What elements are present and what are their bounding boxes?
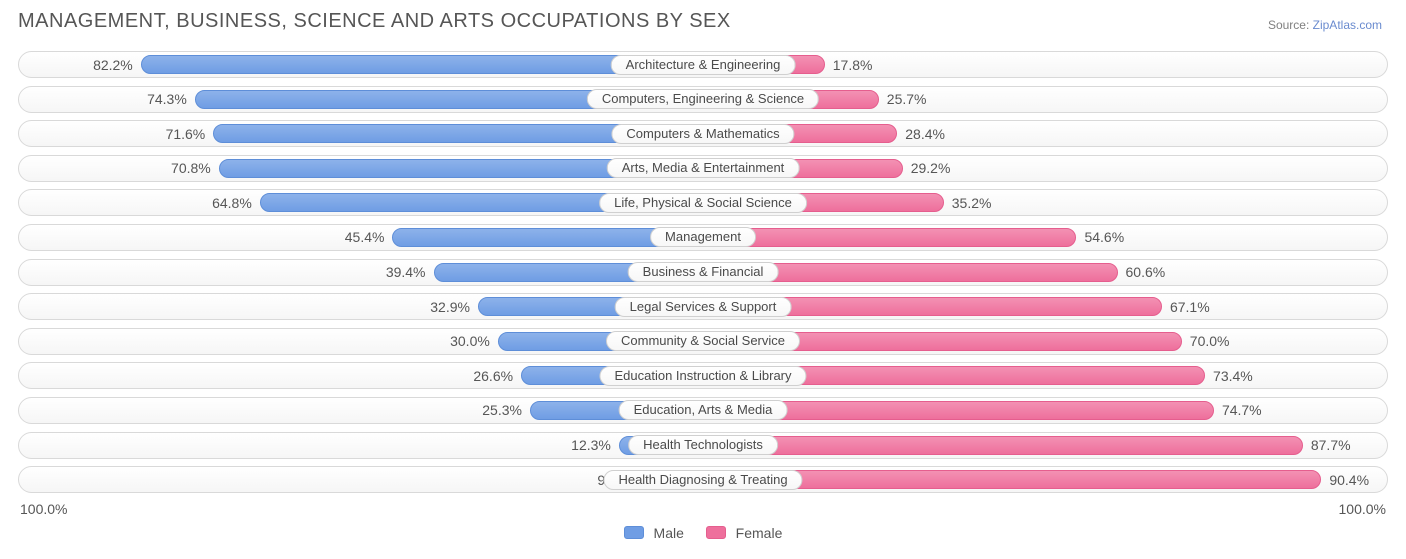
pct-male-label: 26.6%: [473, 368, 513, 384]
pct-female-label: 35.2%: [952, 195, 992, 211]
pct-male-label: 71.6%: [166, 126, 206, 142]
pct-male-label: 25.3%: [482, 402, 522, 418]
pct-male-label: 74.3%: [147, 91, 187, 107]
category-label: Education Instruction & Library: [599, 366, 806, 386]
category-label: Computers & Mathematics: [611, 124, 794, 144]
category-label: Health Technologists: [628, 435, 778, 455]
pct-female-label: 54.6%: [1084, 229, 1124, 245]
category-label: Management: [650, 227, 756, 247]
chart-row: 39.4% 60.6% Business & Financial: [18, 259, 1388, 286]
x-axis: 100.0% 100.0%: [18, 501, 1388, 523]
legend-swatch-male: [624, 526, 644, 539]
category-label: Arts, Media & Entertainment: [607, 158, 800, 178]
chart-row: 32.9% 67.1% Legal Services & Support: [18, 293, 1388, 320]
chart-row: 12.3% 87.7% Health Technologists: [18, 432, 1388, 459]
legend: Male Female: [18, 525, 1388, 541]
pct-male-label: 64.8%: [212, 195, 252, 211]
pct-female-label: 74.7%: [1222, 402, 1262, 418]
pct-male-label: 30.0%: [450, 333, 490, 349]
bar-female: [703, 228, 1076, 247]
pct-male-label: 82.2%: [93, 57, 133, 73]
category-label: Computers, Engineering & Science: [587, 89, 819, 109]
occupations-chart: 82.2% 17.8% Architecture & Engineering 74.3…: [18, 51, 1388, 493]
chart-row: 9.6%90.4%Health Diagnosing & Treating: [18, 466, 1388, 493]
pct-female-label: 25.7%: [887, 91, 927, 107]
pct-female-label: 87.7%: [1311, 437, 1351, 453]
category-label: Legal Services & Support: [615, 297, 792, 317]
pct-male-label: 12.3%: [571, 437, 611, 453]
page-title: MANAGEMENT, BUSINESS, SCIENCE AND ARTS O…: [18, 10, 1388, 33]
legend-label-female: Female: [736, 525, 783, 541]
axis-left-label: 100.0%: [20, 501, 67, 517]
legend-label-male: Male: [654, 525, 684, 541]
pct-male-label: 70.8%: [171, 160, 211, 176]
chart-row: 74.3% 25.7% Computers, Engineering & Scien…: [18, 86, 1388, 113]
axis-right-label: 100.0%: [1339, 501, 1386, 517]
pct-female-label: 73.4%: [1213, 368, 1253, 384]
category-label: Community & Social Service: [606, 331, 800, 351]
chart-row: 71.6% 28.4% Computers & Mathematics: [18, 120, 1388, 147]
category-label: Architecture & Engineering: [611, 55, 796, 75]
category-label: Business & Financial: [628, 262, 779, 282]
pct-female-label: 70.0%: [1190, 333, 1230, 349]
source-attribution: Source: ZipAtlas.com: [1268, 18, 1382, 32]
legend-swatch-female: [706, 526, 726, 539]
category-label: Education, Arts & Media: [619, 400, 788, 420]
pct-female-label: 90.4%: [1329, 472, 1369, 488]
chart-row: 45.4% 54.6% Management: [18, 224, 1388, 251]
pct-female-label: 28.4%: [905, 126, 945, 142]
chart-row: 82.2% 17.8% Architecture & Engineering: [18, 51, 1388, 78]
chart-row: 30.0% 70.0% Community & Social Service: [18, 328, 1388, 355]
chart-row: 26.6% 73.4% Education Instruction & Librar…: [18, 362, 1388, 389]
bar-female: [703, 436, 1303, 455]
pct-male-label: 39.4%: [386, 264, 426, 280]
pct-female-label: 67.1%: [1170, 299, 1210, 315]
source-prefix: Source:: [1268, 18, 1313, 32]
pct-female-label: 29.2%: [911, 160, 951, 176]
category-label: Health Diagnosing & Treating: [603, 470, 802, 490]
chart-row: 25.3% 74.7% Education, Arts & Media: [18, 397, 1388, 424]
chart-row: 70.8% 29.2% Arts, Media & Entertainment: [18, 155, 1388, 182]
pct-male-label: 45.4%: [345, 229, 385, 245]
category-label: Life, Physical & Social Science: [599, 193, 807, 213]
pct-female-label: 60.6%: [1126, 264, 1166, 280]
source-link[interactable]: ZipAtlas.com: [1313, 18, 1382, 32]
pct-male-label: 32.9%: [430, 299, 470, 315]
chart-row: 64.8% 35.2% Life, Physical & Social Scienc…: [18, 189, 1388, 216]
pct-female-label: 17.8%: [833, 57, 873, 73]
